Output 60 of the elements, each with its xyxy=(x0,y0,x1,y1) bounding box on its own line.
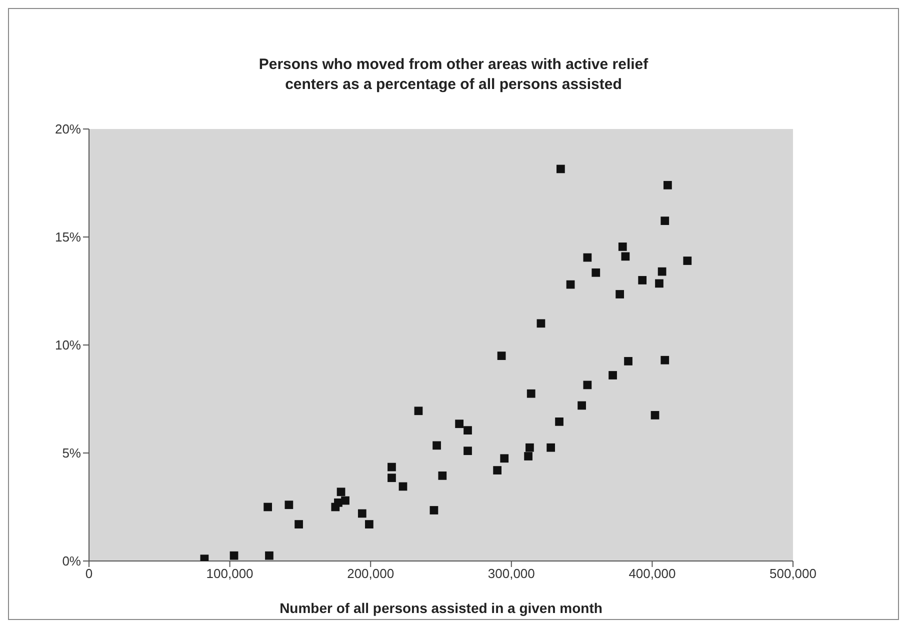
x-axis-title: Number of all persons assisted in a given month xyxy=(280,600,602,616)
y-tick-label: 0% xyxy=(62,554,82,569)
point xyxy=(230,551,238,560)
point xyxy=(464,446,472,456)
point xyxy=(583,253,592,262)
point xyxy=(566,280,575,289)
point xyxy=(616,290,624,298)
point xyxy=(638,276,647,284)
x-tick-label: 300,000 xyxy=(488,566,535,582)
point xyxy=(455,420,464,428)
point xyxy=(536,319,546,328)
point xyxy=(430,506,438,514)
point xyxy=(578,401,586,410)
y-tick-label: 15% xyxy=(54,230,82,245)
point xyxy=(388,474,396,482)
point xyxy=(432,441,441,450)
point xyxy=(284,500,294,510)
point xyxy=(398,482,408,491)
point xyxy=(608,371,617,380)
point xyxy=(664,180,672,190)
point xyxy=(621,252,630,261)
x-tick-label: 200,000 xyxy=(347,566,394,582)
point xyxy=(341,496,350,505)
point xyxy=(546,443,556,452)
point xyxy=(655,279,664,288)
y-tick-label: 20% xyxy=(54,122,82,137)
point xyxy=(650,411,660,420)
point xyxy=(524,452,532,460)
x-tick-label: 100,000 xyxy=(206,566,254,582)
point xyxy=(583,380,592,390)
point xyxy=(592,268,600,277)
point xyxy=(464,426,472,435)
point xyxy=(618,242,627,251)
point xyxy=(493,466,502,474)
y-tick-label: 10% xyxy=(54,338,82,353)
point xyxy=(414,406,423,416)
x-tick-label: 400,000 xyxy=(628,566,676,582)
point xyxy=(388,462,396,472)
point xyxy=(497,352,506,360)
point xyxy=(660,216,670,225)
point xyxy=(624,357,632,366)
y-tick-label: 5% xyxy=(62,446,82,461)
point xyxy=(683,256,692,265)
point xyxy=(658,267,666,276)
x-tick-label: 0 xyxy=(85,566,93,582)
point xyxy=(555,417,564,426)
point xyxy=(556,164,565,174)
point xyxy=(365,520,374,528)
point xyxy=(358,509,366,518)
point xyxy=(526,389,536,398)
point xyxy=(294,520,303,528)
point xyxy=(336,488,346,496)
point xyxy=(500,454,509,463)
point xyxy=(526,443,534,452)
point xyxy=(438,471,447,480)
point xyxy=(660,356,670,364)
point xyxy=(265,551,274,560)
x-tick-label: 500,000 xyxy=(770,566,816,582)
chart-title: Persons who moved from other areas with active relief centers as a percentage of all persons assisted xyxy=(258,55,650,95)
point xyxy=(264,502,272,512)
